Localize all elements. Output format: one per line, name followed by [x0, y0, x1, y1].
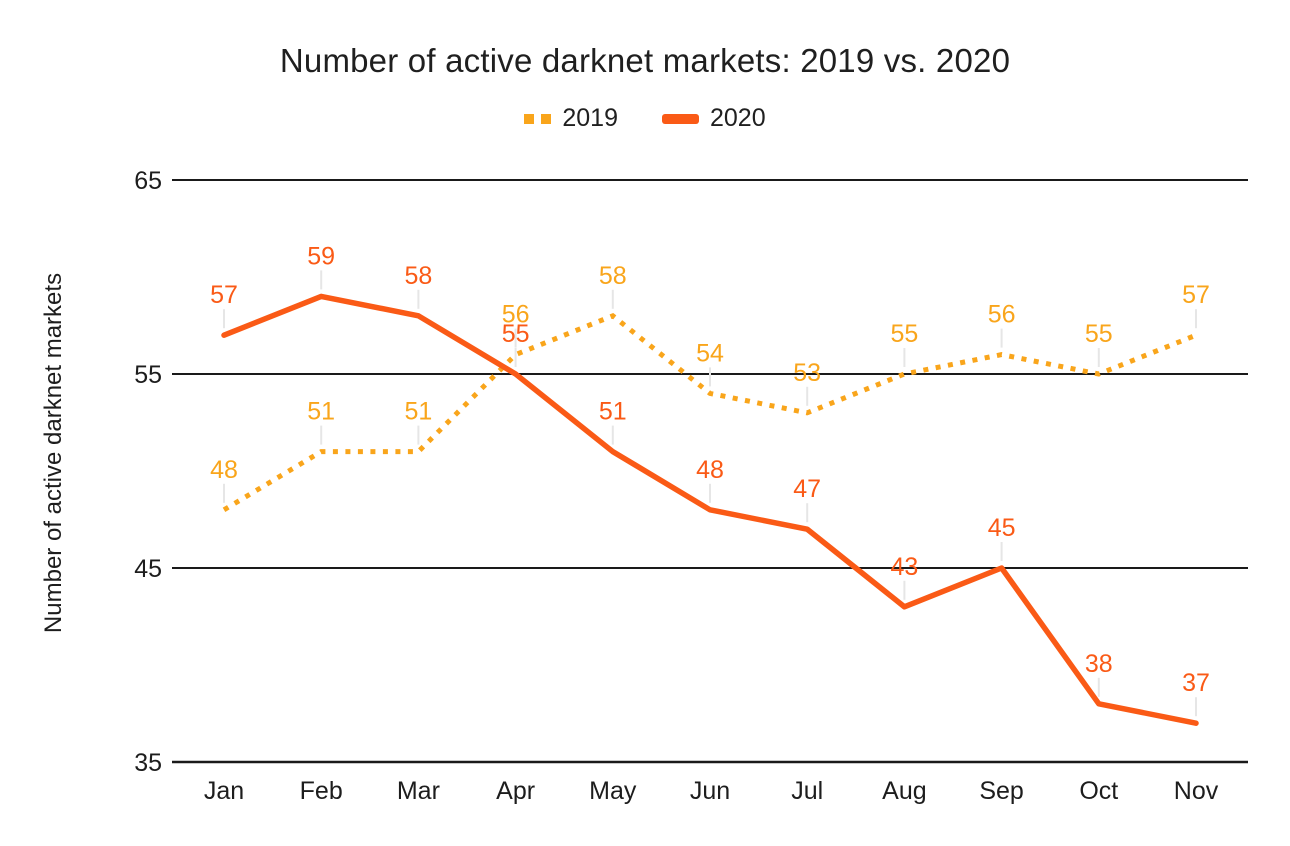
y-tick-label-65: 65 [134, 167, 162, 195]
y-tick-label-55: 55 [134, 361, 162, 389]
data-label-2020-Sep: 45 [988, 514, 1016, 542]
data-label-2020-Jul: 47 [793, 475, 821, 503]
data-label-2019-Jul: 53 [793, 359, 821, 387]
legend-swatch-2020-solid-icon [662, 113, 699, 124]
data-label-2019-Sep: 56 [988, 301, 1016, 329]
x-tick-label-Nov: Nov [1174, 777, 1219, 805]
legend: 2019 2020 [0, 104, 1290, 133]
x-tick-label-Jan: Jan [204, 777, 244, 805]
data-label-2019-Mar: 51 [404, 398, 432, 426]
data-label-2019-Oct: 55 [1085, 320, 1113, 348]
legend-item-2020: 2020 [662, 104, 766, 133]
series-line-2020 [221, 293, 1199, 726]
data-label-2020-May: 51 [599, 398, 627, 426]
data-label-2019-Jun: 54 [696, 339, 724, 367]
data-label-2019-Jan: 48 [210, 456, 238, 484]
data-label-2020-Nov: 37 [1182, 669, 1210, 697]
data-label-2019-Feb: 51 [307, 398, 335, 426]
legend-swatch-2019-dotted-icon [524, 113, 552, 124]
legend-label-2020: 2020 [710, 104, 766, 132]
legend-item-2019: 2019 [524, 104, 618, 133]
data-label-2020-Apr: 55 [502, 320, 530, 348]
data-label-2019-May: 58 [599, 262, 627, 290]
y-tick-label-45: 45 [134, 555, 162, 583]
data-label-2020-Aug: 43 [890, 553, 918, 581]
data-label-2020-Jun: 48 [696, 456, 724, 484]
x-tick-label-Mar: Mar [397, 777, 440, 805]
legend-label-2019: 2019 [562, 104, 618, 132]
data-label-2020-Mar: 58 [404, 262, 432, 290]
x-tick-label-Oct: Oct [1079, 777, 1118, 805]
data-label-2019-Nov: 57 [1182, 281, 1210, 309]
data-label-2020-Jan: 57 [210, 281, 238, 309]
data-label-2020-Oct: 38 [1085, 650, 1113, 678]
data-label-2019-Apr: 56 [502, 301, 530, 329]
x-tick-label-Jun: Jun [690, 777, 730, 805]
series-line-2019 [222, 312, 1197, 512]
x-tick-label-Apr: Apr [496, 777, 535, 805]
x-tick-label-Feb: Feb [300, 777, 343, 805]
data-label-2019-Aug: 55 [890, 320, 918, 348]
x-tick-label-Sep: Sep [979, 777, 1023, 805]
x-tick-label-Aug: Aug [882, 777, 926, 805]
data-label-2020-Feb: 59 [307, 242, 335, 270]
y-tick-label-35: 35 [134, 749, 162, 777]
x-tick-label-May: May [589, 777, 637, 805]
chart-title: Number of active darknet markets: 2019 v… [279, 42, 1011, 79]
x-tick-label-Jul: Jul [791, 777, 823, 805]
